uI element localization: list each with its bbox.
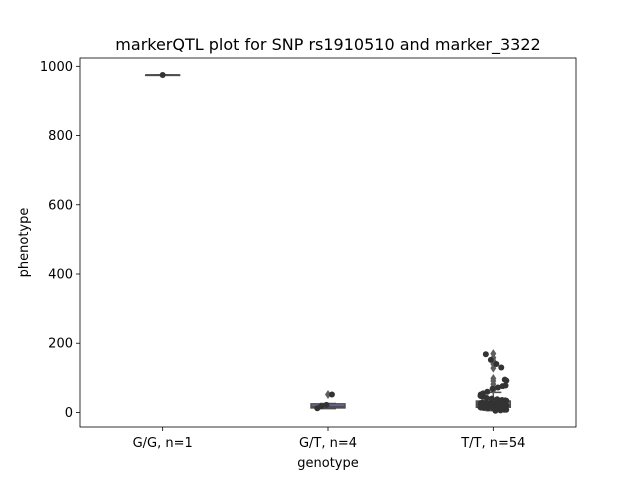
- y-tick-label: 0: [65, 406, 73, 421]
- x-axis-label: genotype: [297, 456, 358, 471]
- y-tick-label: 200: [48, 337, 73, 352]
- data-point: [328, 391, 335, 398]
- data-point: [487, 356, 494, 363]
- x-axis: G/G, n=1 G/T, n=4 T/T, n=54: [133, 427, 525, 451]
- outlier-marker: [490, 349, 497, 359]
- data-point: [489, 385, 496, 392]
- data-point: [499, 383, 506, 390]
- data-point: [159, 71, 166, 78]
- x-tick-label: T/T, n=54: [460, 436, 525, 451]
- data-point: [497, 407, 504, 414]
- data-point: [492, 407, 499, 414]
- data-point: [483, 394, 490, 401]
- plot-area: [79, 57, 577, 428]
- x-tick-label: G/T, n=4: [299, 436, 357, 451]
- y-tick-label: 800: [48, 129, 73, 144]
- data-point: [485, 405, 492, 412]
- chart-title: markerQTL plot for SNP rs1910510 and mar…: [115, 35, 540, 55]
- y-tick-label: 400: [48, 268, 73, 283]
- y-axis: 0 200 400 600 800 1000: [40, 60, 80, 421]
- data-point: [480, 404, 487, 411]
- data-point: [498, 364, 505, 371]
- x-tick-label: G/G, n=1: [133, 436, 193, 451]
- data-point: [482, 351, 489, 358]
- strip-points: [159, 71, 510, 414]
- outlier-marker: [325, 389, 331, 399]
- outlier-marker: [490, 374, 497, 384]
- y-tick-label: 1000: [40, 60, 73, 75]
- y-axis-label: phenotype: [17, 208, 32, 278]
- data-point: [314, 405, 321, 412]
- data-point: [323, 401, 330, 408]
- data-point: [503, 377, 510, 384]
- y-tick-label: 600: [48, 198, 73, 213]
- data-point: [493, 361, 500, 367]
- data-point: [495, 384, 502, 391]
